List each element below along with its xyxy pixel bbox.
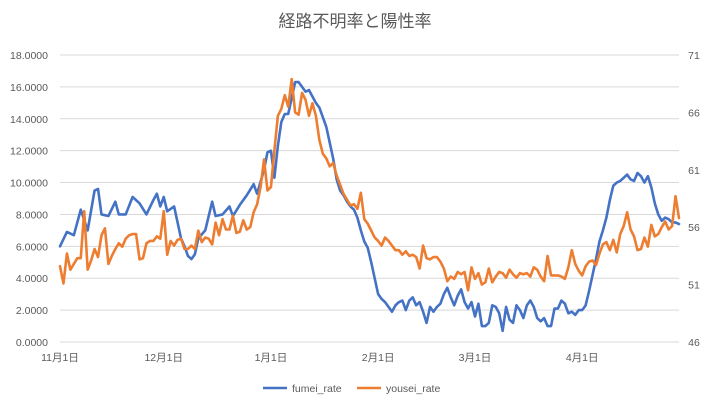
- left-tick-label: 6.0000: [16, 241, 48, 253]
- right-tick-label: 61: [688, 165, 700, 177]
- x-tick-label: 3月1日: [459, 352, 492, 364]
- legend-label-fumei_rate: fumei_rate: [292, 383, 342, 395]
- right-tick-label: 71: [688, 50, 700, 62]
- left-tick-label: 8.0000: [16, 209, 48, 221]
- gridlines: [60, 54, 679, 343]
- left-tick-label: 4.0000: [16, 273, 48, 285]
- left-tick-label: 10.0000: [10, 178, 48, 190]
- x-tick-label: 11月1日: [41, 352, 79, 364]
- chart-title: 経路不明率と陽性率: [279, 12, 432, 31]
- x-tick-label: 1月1日: [255, 352, 288, 364]
- left-tick-label: 16.0000: [10, 82, 48, 94]
- left-tick-label: 12.0000: [10, 146, 48, 158]
- right-tick-label: 51: [688, 280, 700, 292]
- left-tick-label: 0.0000: [16, 337, 48, 349]
- right-axis: 46 51 56 61 66 71: [688, 50, 700, 349]
- left-tick-label: 2.0000: [16, 305, 48, 317]
- series-line-yousei_rate: [58, 77, 681, 292]
- left-tick-label: 14.0000: [10, 114, 48, 126]
- legend: fumei_rate yousei_rate: [263, 383, 440, 395]
- left-tick-label: 18.0000: [10, 50, 48, 62]
- series-lines: [58, 77, 681, 333]
- x-tick-label: 4月1日: [566, 352, 599, 364]
- left-axis: 0.0000 2.0000 4.0000 6.0000 8.0000 10.0000 12.…: [10, 50, 48, 349]
- x-tick-label: 2月1日: [362, 352, 395, 364]
- series-line-fumei_rate: [58, 80, 681, 333]
- x-axis: 11月1日 12月1日 1月1日 2月1日 3月1日 4月1日: [41, 352, 598, 364]
- right-tick-label: 66: [688, 107, 700, 119]
- x-tick-label: 12月1日: [144, 352, 183, 364]
- right-tick-label: 46: [688, 337, 700, 349]
- legend-label-yousei_rate: yousei_rate: [386, 383, 440, 395]
- right-tick-label: 56: [688, 222, 700, 234]
